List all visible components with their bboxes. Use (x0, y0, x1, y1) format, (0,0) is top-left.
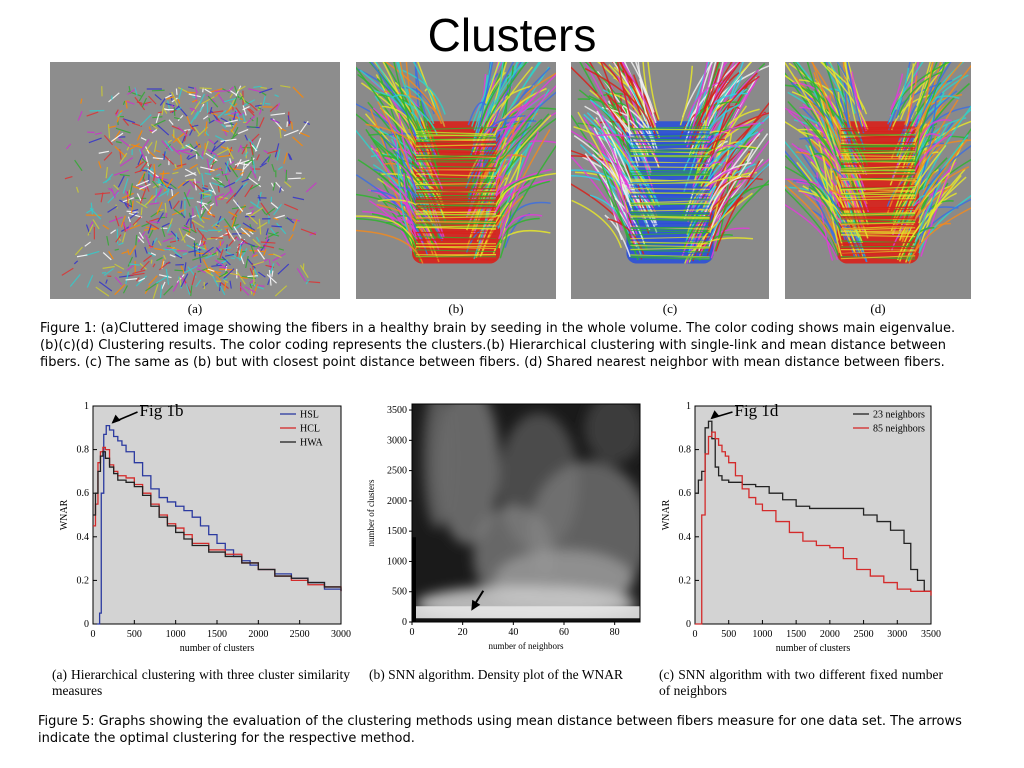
y-tick-label: 0.6 (679, 488, 692, 499)
figure5-caption: Figure 5: Graphs showing the evaluation … (38, 713, 998, 747)
x-axis-label: number of clusters (180, 643, 255, 654)
y-tick-label: 2000 (387, 496, 407, 507)
x-tick-label: 1000 (166, 629, 186, 640)
series-line-85-neighbors (695, 431, 932, 625)
y-tick-label: 3000 (387, 435, 407, 446)
x-tick-label: 0 (91, 629, 96, 640)
x-tick-label: 80 (610, 627, 620, 638)
annotation-arrowhead (471, 599, 481, 611)
y-tick-label: 0.8 (679, 445, 692, 456)
x-tick-label: 500 (127, 629, 142, 640)
y-axis-label: WNAR (59, 499, 70, 530)
x-tick-label: 3500 (921, 629, 941, 640)
brain-fibers (785, 62, 971, 264)
brain-image-c (571, 62, 769, 299)
annotation-label: Fig 1b (140, 401, 184, 420)
x-tick-label: 2000 (820, 629, 840, 640)
figure1-caption-line: fibers. (c) The same as (b) but with clo… (40, 355, 945, 370)
y-tick-label: 0 (686, 619, 691, 630)
panel-label-a: (a) (187, 301, 203, 316)
figure1-caption: Figure 1: (a)Cluttered image showing the… (40, 320, 990, 371)
chart-hierarchical-clustering: 0 500 1000 1500 2000 2500 3000 0 0.2 0.4 0.6 0.8 1 nu… (59, 401, 351, 654)
x-tick-label: 3000 (331, 629, 351, 640)
panel-label-d: (d) (870, 301, 886, 316)
x-tick-label: 2500 (290, 629, 310, 640)
x-axis-label: number of neighbors (489, 641, 564, 651)
series-line-23-neighbors (695, 420, 932, 596)
x-tick-label: 60 (559, 627, 569, 638)
annotation-arrowhead (710, 410, 720, 420)
brain-fibers (61, 85, 321, 299)
y-tick-label: 3500 (387, 405, 407, 416)
y-tick-label: 0.2 (77, 575, 90, 586)
chart-snn-fixed-neighbors: 0 500 1000 1500 2000 2500 3000 3500 0 0.2 0.4 0.6 0.… (661, 401, 941, 654)
x-tick-label: 0 (693, 629, 698, 640)
annotation-label: Fig 1d (734, 401, 778, 420)
x-tick-label: 2000 (248, 629, 268, 640)
panel-label-b: (b) (448, 301, 464, 316)
page-title: Clusters (427, 9, 597, 61)
legend-label: 85 neighbors (873, 424, 925, 435)
brain-fibers (571, 62, 769, 264)
subcaption-a: (a) Hierarchical clustering with three c… (52, 667, 350, 698)
brain-image-b (356, 62, 556, 299)
figure1-caption-line: (b)(c)(d) Clustering results. The color … (40, 338, 947, 353)
brain-fibers (356, 62, 556, 264)
y-axis-label: number of clusters (366, 479, 376, 546)
figure1-caption-line: Figure 1: (a)Cluttered image showing the… (40, 321, 956, 336)
x-tick-label: 2500 (854, 629, 874, 640)
x-axis-label: number of clusters (776, 643, 851, 654)
x-tick-label: 500 (721, 629, 736, 640)
y-tick-label: 1500 (387, 526, 407, 537)
heatmap-left-edge (412, 537, 416, 622)
x-tick-label: 0 (410, 627, 415, 638)
heatmap-bright-band (412, 606, 640, 619)
y-tick-label: 1000 (387, 556, 407, 567)
y-tick-label: 0.6 (77, 488, 90, 499)
x-tick-label: 1000 (752, 629, 772, 640)
x-tick-label: 1500 (786, 629, 806, 640)
series-line-hwa (93, 451, 342, 592)
chart-snn-density: 0 20 40 60 80 0 500 1000 1500 2000 2500 3000 3500 num… (366, 403, 641, 651)
y-tick-label: 1 (686, 401, 691, 412)
plot-frame (411, 403, 641, 623)
brain-image-a (50, 62, 340, 299)
legend-label: HSL (300, 410, 319, 421)
y-tick-label: 0.8 (77, 445, 90, 456)
x-tick-label: 20 (458, 627, 468, 638)
figure5-caption-line: Figure 5: Graphs showing the evaluation … (38, 714, 962, 729)
x-tick-label: 40 (508, 627, 518, 638)
heatmap-bottom-band (412, 618, 640, 622)
legend-label: HCL (300, 424, 320, 435)
plot-area (92, 405, 342, 625)
figure5-caption-line: indicate the optimal clustering for the … (38, 731, 415, 746)
y-tick-label: 2500 (387, 466, 407, 477)
y-axis-label: WNAR (661, 499, 672, 530)
plot-area (694, 405, 932, 625)
annotation-arrowhead (111, 414, 121, 424)
panel-label-c: (c) (662, 301, 678, 316)
y-tick-label: 0.2 (679, 575, 692, 586)
subcaption-c: (c) SNN algorithm with two different fix… (659, 667, 943, 698)
y-tick-label: 0 (402, 617, 407, 628)
y-tick-label: 0.4 (679, 532, 692, 543)
x-tick-label: 3000 (887, 629, 907, 640)
y-tick-label: 1 (84, 401, 89, 412)
brain-image-d (785, 62, 971, 299)
legend-label: 23 neighbors (873, 410, 925, 421)
legend-label: HWA (300, 438, 324, 449)
x-tick-label: 1500 (207, 629, 227, 640)
y-tick-label: 0 (84, 619, 89, 630)
subcaption-b: (b) SNN algorithm. Density plot of the W… (369, 667, 623, 682)
y-tick-label: 0.4 (77, 532, 90, 543)
y-tick-label: 500 (392, 587, 407, 598)
